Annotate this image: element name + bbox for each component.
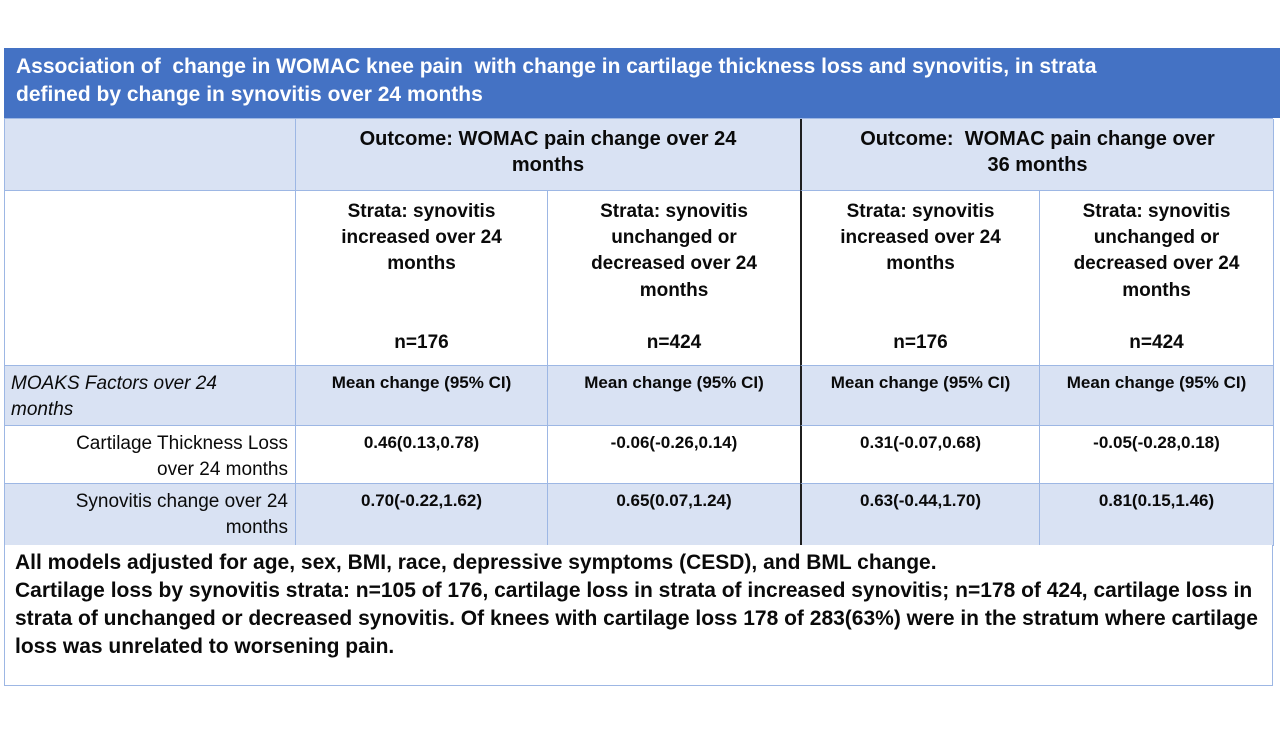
strata-label: Strata: synovitis increased over 24 mont… bbox=[840, 201, 1001, 275]
row-label-synovitis-change: Synovitis change over 24 months bbox=[5, 484, 296, 546]
moaks-factors-label: MOAKS Factors over 24 months bbox=[5, 366, 296, 426]
mean-change-header: Mean change (95% CI) bbox=[548, 366, 800, 426]
outcome-header-36mo: Outcome: WOMAC pain change over 36 month… bbox=[800, 119, 1274, 191]
table-footnotes: All models adjusted for age, sex, BMI, r… bbox=[4, 545, 1273, 686]
strata-label: Strata: synovitis increased over 24 mont… bbox=[341, 201, 502, 275]
value-cell: 0.65(0.07,1.24) bbox=[548, 484, 800, 546]
value-cell: 0.31(-0.07,0.68) bbox=[800, 426, 1040, 484]
value-cell: 0.81(0.15,1.46) bbox=[1040, 484, 1274, 546]
value-cell: 0.46(0.13,0.78) bbox=[296, 426, 548, 484]
strata-row-empty-cell bbox=[5, 191, 296, 366]
strata-n-count: n=424 bbox=[1129, 331, 1184, 353]
strata-header-increased-24mo: Strata: synovitis increased over 24 mont… bbox=[296, 191, 548, 366]
row-label-cartilage-thickness-loss: Cartilage Thickness Loss over 24 months bbox=[5, 426, 296, 484]
value-cell: 0.63(-0.44,1.70) bbox=[800, 484, 1040, 546]
results-table: Outcome: WOMAC pain change over 24 month… bbox=[4, 118, 1274, 546]
value-cell: -0.05(-0.28,0.18) bbox=[1040, 426, 1274, 484]
strata-n-count: n=424 bbox=[646, 331, 702, 353]
strata-n-count: n=176 bbox=[893, 331, 948, 353]
outcome-header-24mo: Outcome: WOMAC pain change over 24 month… bbox=[296, 119, 800, 191]
value-cell: 0.70(-0.22,1.62) bbox=[296, 484, 548, 546]
footnote-cartilage-strata: Cartilage loss by synovitis strata: n=10… bbox=[15, 578, 1258, 658]
strata-header-unchanged-24mo: Strata: synovitis unchanged or decreased… bbox=[548, 191, 800, 366]
table-title: Association of change in WOMAC knee pain… bbox=[4, 48, 1280, 118]
value-cell: -0.06(-0.26,0.14) bbox=[548, 426, 800, 484]
strata-n-count: n=176 bbox=[394, 331, 449, 353]
mean-change-header: Mean change (95% CI) bbox=[296, 366, 548, 426]
mean-change-header: Mean change (95% CI) bbox=[1040, 366, 1274, 426]
mean-change-header: Mean change (95% CI) bbox=[800, 366, 1040, 426]
strata-header-increased-36mo: Strata: synovitis increased over 24 mont… bbox=[800, 191, 1040, 366]
strata-header-unchanged-36mo: Strata: synovitis unchanged or decreased… bbox=[1040, 191, 1274, 366]
footnote-adjustments: All models adjusted for age, sex, BMI, r… bbox=[15, 551, 937, 574]
strata-label: Strata: synovitis unchanged or decreased… bbox=[1073, 201, 1240, 301]
strata-label: Strata: synovitis unchanged or decreased… bbox=[591, 201, 757, 301]
corner-empty-cell bbox=[5, 119, 296, 191]
